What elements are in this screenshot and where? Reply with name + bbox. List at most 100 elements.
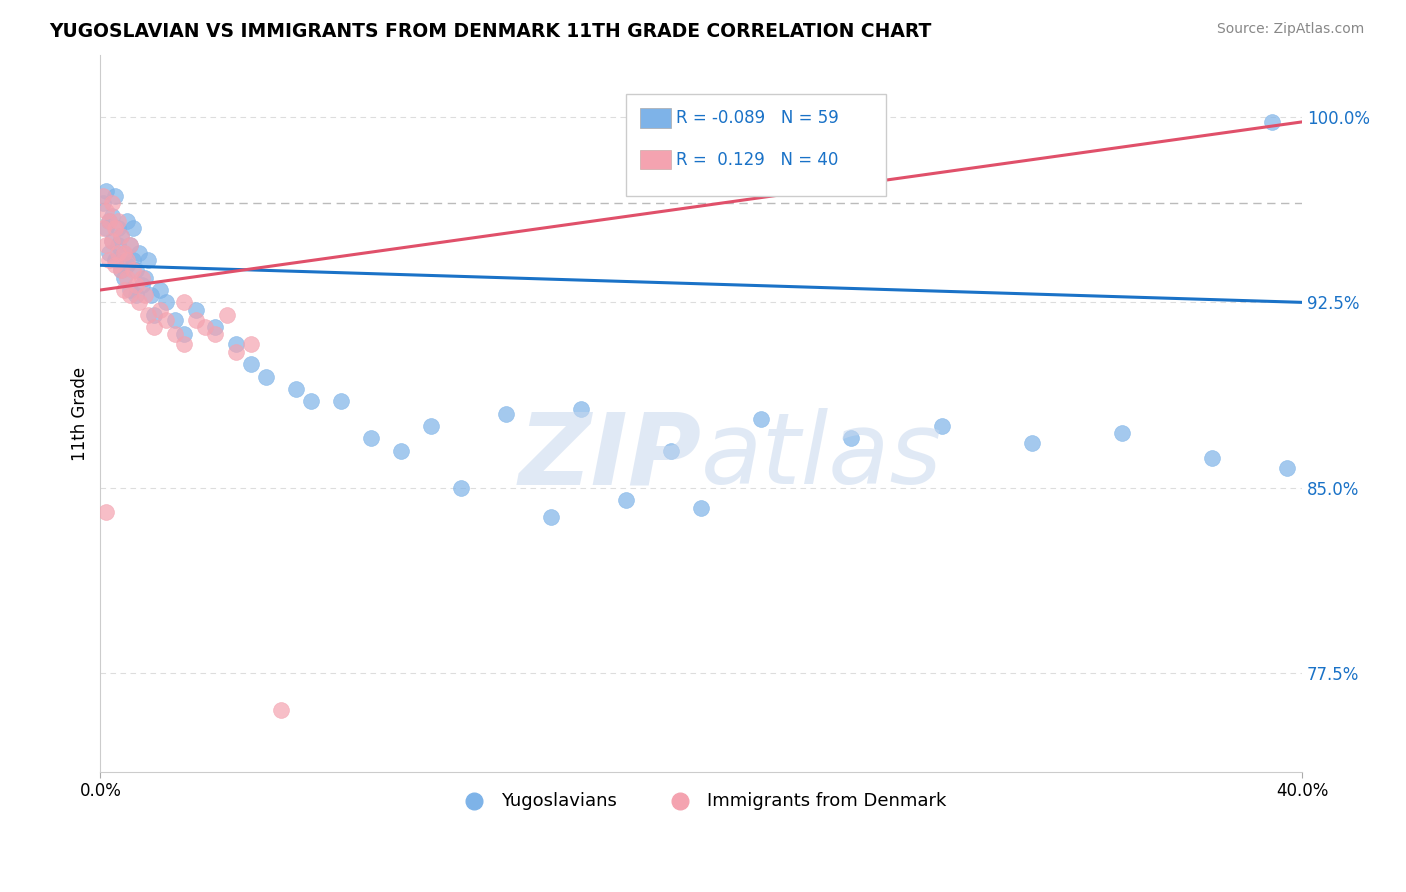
Point <box>165 312 187 326</box>
Point <box>125 263 148 277</box>
Point <box>128 246 150 260</box>
Point <box>690 500 713 515</box>
Point <box>239 357 262 371</box>
Point <box>98 214 121 228</box>
Point <box>120 283 142 297</box>
Y-axis label: 11th Grade: 11th Grade <box>72 367 89 460</box>
Text: YUGOSLAVIAN VS IMMIGRANTS FROM DENMARK 11TH GRADE CORRELATION CHART: YUGOSLAVIAN VS IMMIGRANTS FROM DENMARK 1… <box>49 22 932 41</box>
Point <box>122 221 145 235</box>
Point <box>1111 426 1133 441</box>
Point <box>131 270 153 285</box>
Point <box>98 214 121 228</box>
Point <box>194 320 217 334</box>
Point <box>117 270 139 285</box>
Point <box>110 228 132 243</box>
Point <box>225 337 247 351</box>
Point <box>360 431 382 445</box>
Point <box>96 184 118 198</box>
Point <box>1021 436 1043 450</box>
Point <box>117 214 139 228</box>
Point <box>495 407 517 421</box>
Point <box>107 238 129 252</box>
Point <box>138 253 160 268</box>
Point <box>101 209 124 223</box>
Point <box>107 221 129 235</box>
Point <box>122 253 145 268</box>
Point <box>96 221 118 235</box>
Point <box>122 263 145 277</box>
Point <box>931 419 953 434</box>
Text: atlas: atlas <box>702 409 943 505</box>
Point <box>112 270 135 285</box>
Point <box>134 288 156 302</box>
Point <box>659 443 682 458</box>
Point <box>101 196 124 211</box>
Point <box>120 238 142 252</box>
Point <box>110 228 132 243</box>
Point <box>299 394 322 409</box>
Point <box>149 302 172 317</box>
Legend: Yugoslavians, Immigrants from Denmark: Yugoslavians, Immigrants from Denmark <box>449 784 953 817</box>
Point <box>1275 461 1298 475</box>
Point <box>155 312 177 326</box>
Point <box>131 278 153 293</box>
Point <box>450 481 472 495</box>
Point <box>239 337 262 351</box>
Point <box>107 214 129 228</box>
Point <box>186 302 208 317</box>
Point <box>125 278 148 293</box>
Point <box>104 221 127 235</box>
Point <box>93 221 115 235</box>
Point <box>173 337 195 351</box>
Point <box>389 443 412 458</box>
Point <box>112 246 135 260</box>
Point <box>104 253 127 268</box>
Point <box>141 288 163 302</box>
Point <box>173 295 195 310</box>
Point <box>215 308 238 322</box>
Point <box>284 382 307 396</box>
Point <box>96 238 118 252</box>
Point <box>143 308 166 322</box>
Point <box>204 320 226 334</box>
Point <box>225 344 247 359</box>
Text: R = -0.089   N = 59: R = -0.089 N = 59 <box>676 109 839 127</box>
Point <box>93 189 115 203</box>
Point <box>98 253 121 268</box>
Point <box>93 196 115 211</box>
Point <box>173 327 195 342</box>
Point <box>143 320 166 334</box>
Point <box>101 234 124 248</box>
Point <box>104 189 127 203</box>
Point <box>254 369 277 384</box>
Point <box>569 401 592 416</box>
Point <box>117 253 139 268</box>
Point <box>155 295 177 310</box>
Point <box>138 308 160 322</box>
Point <box>112 283 135 297</box>
Point <box>120 288 142 302</box>
Point <box>1201 451 1223 466</box>
Point <box>540 510 562 524</box>
Text: Source: ZipAtlas.com: Source: ZipAtlas.com <box>1216 22 1364 37</box>
Point <box>419 419 441 434</box>
Point <box>134 270 156 285</box>
Text: R =  0.129   N = 40: R = 0.129 N = 40 <box>676 151 838 169</box>
Point <box>165 327 187 342</box>
Point <box>112 246 135 260</box>
Point <box>110 263 132 277</box>
Point <box>614 493 637 508</box>
Point <box>101 234 124 248</box>
Point <box>186 312 208 326</box>
Point <box>1261 115 1284 129</box>
Point <box>104 258 127 272</box>
Point <box>98 246 121 260</box>
Point <box>96 203 118 218</box>
Point <box>270 703 292 717</box>
Point <box>329 394 352 409</box>
Point <box>749 411 772 425</box>
Point <box>120 238 142 252</box>
Text: ZIP: ZIP <box>519 409 702 505</box>
Point <box>149 283 172 297</box>
Point <box>96 506 118 520</box>
